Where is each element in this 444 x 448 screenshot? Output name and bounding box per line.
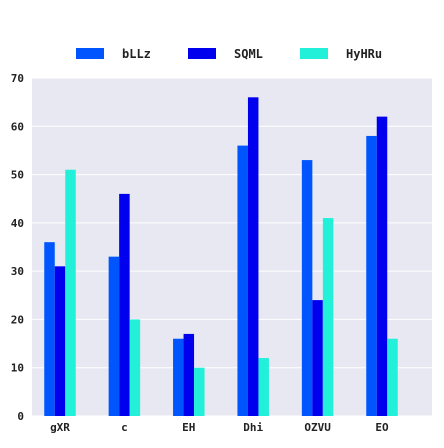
x-tick-label: OZVU — [304, 421, 331, 434]
legend-label: bLLz — [122, 47, 151, 61]
bar-SQML-Dhi — [247, 97, 259, 417]
y-tick-label: 50 — [11, 169, 24, 182]
bar-SQML-EH — [183, 333, 195, 416]
legend-swatch — [300, 48, 328, 59]
bar-bLLz-gXR — [44, 242, 55, 416]
bar-bLLz-EO — [366, 135, 377, 416]
legend-swatch — [76, 48, 104, 59]
x-axis-ticks: gXR c EH Dhi OZVU EO — [50, 421, 389, 434]
y-tick-label: 30 — [11, 265, 24, 278]
legend: bLLz SQML HyHRu — [76, 47, 382, 61]
x-tick-label: c — [121, 421, 128, 434]
bar-bLLz-OZVU — [301, 160, 313, 416]
bar-SQML-gXR — [54, 266, 66, 416]
bar-HyHRu-c — [129, 319, 141, 416]
y-tick-label: 10 — [11, 362, 24, 375]
x-tick-label: Dhi — [243, 421, 263, 434]
x-tick-label: gXR — [50, 421, 70, 434]
x-tick-label: EO — [375, 421, 389, 434]
bar-HyHRu-EO — [387, 338, 398, 416]
bar-HyHRu-EH — [194, 367, 205, 416]
y-tick-label: 20 — [11, 313, 24, 326]
legend-label: HyHRu — [346, 47, 382, 61]
legend-label: SQML — [234, 47, 263, 61]
y-tick-label: 0 — [17, 410, 24, 423]
x-tick-label: EH — [182, 421, 195, 434]
y-tick-label: 70 — [11, 72, 24, 85]
bar-bLLz-EH — [173, 338, 184, 416]
bar-HyHRu-OZVU — [322, 218, 334, 416]
bar-SQML-c — [119, 193, 130, 416]
grid-lines — [32, 77, 432, 417]
y-tick-label: 40 — [11, 217, 24, 230]
bar-SQML-EO — [376, 116, 388, 416]
bar-SQML-OZVU — [312, 300, 323, 416]
bar-HyHRu-gXR — [65, 169, 76, 416]
plot-background — [32, 78, 432, 416]
y-tick-label: 60 — [11, 120, 24, 133]
bar-bLLz-c — [108, 256, 120, 416]
bar-HyHRu-Dhi — [258, 358, 269, 416]
legend-swatch — [188, 48, 216, 59]
bar-bLLz-Dhi — [237, 145, 248, 416]
y-axis-ticks: 0 10 20 30 40 50 60 70 — [11, 72, 24, 423]
bars — [44, 97, 398, 417]
